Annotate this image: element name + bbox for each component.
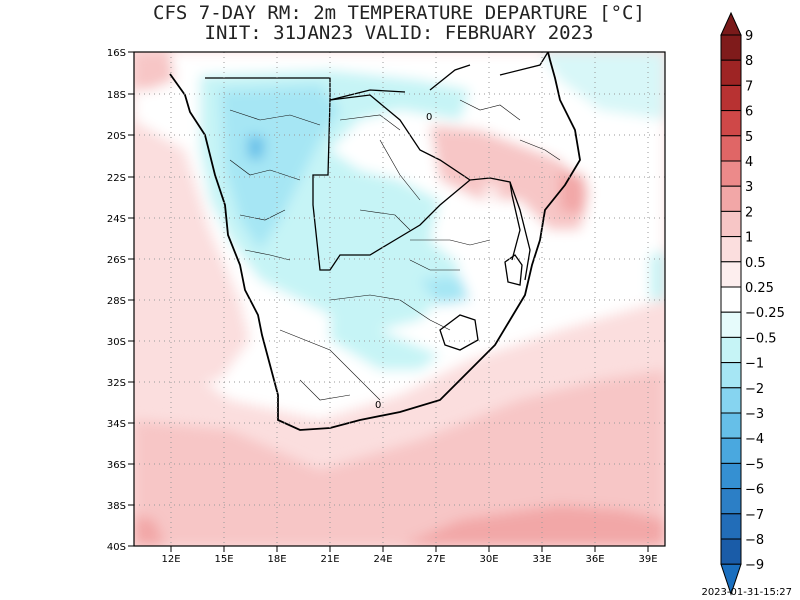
colorbar-swatch — [720, 160, 742, 187]
lat-label: 36S — [107, 460, 126, 471]
lon-label: 15E — [214, 554, 233, 565]
colorbar-label: 1 — [745, 231, 753, 246]
colorbar-swatch — [720, 34, 742, 61]
colorbar-swatch — [720, 538, 742, 565]
map-subtitle: INIT: 31JAN23 VALID: FEBRUARY 2023 — [204, 22, 594, 44]
contour-label: 0 — [426, 112, 432, 123]
lat-label: 18S — [107, 90, 126, 101]
colorbar-label: −1 — [745, 357, 764, 372]
colorbar-label: −5 — [745, 457, 764, 472]
lat-axis: 16S 18S 20S 22S 24S 26S 28S 30S 32S 34S … — [107, 48, 134, 553]
colorbar-swatch — [720, 437, 742, 464]
colorbar-label: 6 — [745, 105, 753, 120]
colorbar-label: 0.5 — [745, 256, 766, 271]
colorbar-label: 5 — [745, 130, 753, 145]
colorbar-label: −7 — [745, 508, 764, 523]
colorbar: 9 8 7 6 5 4 3 2 1 0.5 0.25 −0.25 −0.5 −1 −2 −3 −4 −5 −6 −7 −… — [720, 11, 785, 596]
lat-label: 30S — [107, 337, 126, 348]
map-frame — [133, 51, 666, 547]
timestamp: 2023-01-31-15:27 — [701, 587, 792, 598]
colorbar-swatch — [720, 336, 742, 364]
colorbar-swatch — [720, 84, 742, 112]
colorbar-label: −0.25 — [745, 306, 785, 321]
lon-label: 27E — [426, 554, 445, 565]
contour-label: 0 — [375, 400, 381, 411]
colorbar-swatch — [720, 311, 742, 338]
colorbar-label: 0.25 — [745, 281, 774, 296]
lat-label: 20S — [107, 131, 126, 142]
lon-label: 36E — [585, 554, 604, 565]
lat-label: 38S — [107, 501, 126, 512]
colorbar-label: 9 — [745, 29, 753, 44]
colorbar-swatch — [720, 185, 742, 212]
colorbar-swatch — [720, 513, 742, 540]
colorbar-swatch — [720, 59, 742, 86]
colorbar-swatch — [720, 462, 742, 490]
lat-label: 22S — [107, 173, 126, 184]
colorbar-label: −4 — [745, 432, 764, 447]
colorbar-label: −8 — [745, 533, 764, 548]
colorbar-swatch — [720, 488, 742, 515]
colorbar-label: 3 — [745, 180, 753, 195]
colorbar-swatch — [720, 236, 742, 263]
colorbar-label: −3 — [745, 407, 764, 422]
lat-label: 24S — [107, 214, 126, 225]
lon-label: 39E — [638, 554, 657, 565]
lon-label: 30E — [479, 554, 498, 565]
colorbar-label: 7 — [745, 79, 753, 94]
lon-label: 12E — [161, 554, 180, 565]
country-borders — [205, 52, 549, 351]
colorbar-label: −2 — [745, 382, 764, 397]
admin-borders — [229, 99, 561, 401]
colorbar-swatch — [720, 110, 742, 137]
colorbar-label: −0.5 — [745, 331, 777, 346]
lat-label: 32S — [107, 378, 126, 389]
colorbar-swatch — [720, 286, 742, 313]
colorbar-label: 8 — [745, 54, 753, 69]
map-title: CFS 7-DAY RM: 2m TEMPERATURE DEPARTURE [… — [153, 2, 645, 24]
lon-axis: 12E 15E 18E 21E 24E 27E 30E 33E 36E 39E — [161, 546, 658, 565]
colorbar-label: 4 — [745, 155, 753, 170]
colorbar-label: −6 — [745, 483, 764, 498]
colorbar-top-arrow — [720, 11, 742, 36]
colorbar-swatch — [720, 261, 742, 288]
temperature-field: 0 0 — [134, 52, 665, 546]
lon-label: 24E — [373, 554, 392, 565]
colorbar-swatch — [720, 210, 742, 238]
gridlines — [134, 52, 665, 546]
colorbar-label: −9 — [745, 558, 764, 573]
lat-label: 26S — [107, 255, 126, 266]
colorbar-swatch — [720, 362, 742, 389]
lon-label: 21E — [320, 554, 339, 565]
colorbar-swatch — [720, 412, 742, 439]
lat-label: 16S — [107, 48, 126, 59]
colorbar-label: 2 — [745, 205, 753, 220]
colorbar-swatch — [720, 387, 742, 414]
lat-label: 34S — [107, 419, 126, 430]
lon-label: 33E — [532, 554, 551, 565]
lat-label: 28S — [107, 296, 126, 307]
coastline — [169, 52, 581, 431]
lat-label: 40S — [107, 542, 126, 553]
colorbar-bottom-arrow — [720, 563, 742, 596]
lon-label: 18E — [267, 554, 286, 565]
colorbar-swatch — [720, 135, 742, 162]
